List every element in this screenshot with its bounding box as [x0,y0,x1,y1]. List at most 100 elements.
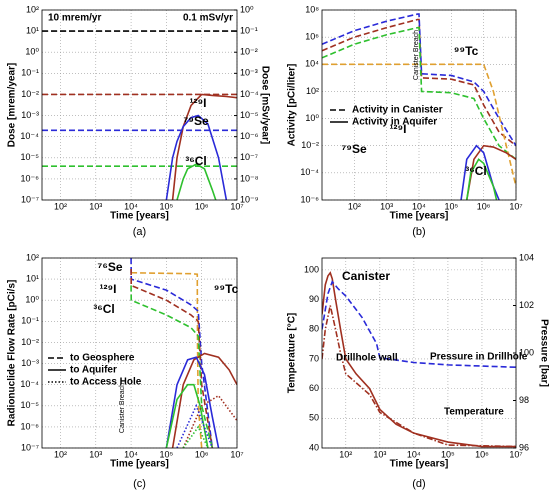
x-tick-label: 10⁴ [124,201,138,211]
annotation: 10 mrem/yr [48,13,101,24]
y2-tick-label: 10⁻¹ [240,25,258,35]
y2-tick-label: 10⁻⁴ [240,89,259,99]
y-tick-label: 10² [306,86,319,96]
series-line [182,394,237,448]
annotation: 0.1 mSv/yr [183,13,233,24]
y2-axis-title: Pressure [bar] [538,319,549,387]
x-tick-label: 10⁷ [509,201,522,211]
y-tick-label: 10⁻⁵ [21,400,40,410]
y-tick-label: 10⁻² [21,337,39,347]
x-tick-label: 10⁷ [509,449,522,459]
annotation: ¹²⁹I [189,96,206,110]
x-tick-label: 10⁴ [407,449,421,459]
x-tick-label: 10² [54,449,67,459]
annotation: ¹²⁹I [389,122,406,136]
y-tick-label: 80 [309,324,319,334]
legend-label: Activity in Aquifer [352,117,437,128]
y-tick-label: 90 [309,294,319,304]
panel: 10² 10³ 10⁴ 10⁵ 10⁶ 10⁷ 10⁻⁶ 10⁻⁴ 10⁻² 10⁰ 10² 10⁴ 1… [287,4,523,238]
y-axis-title: Activity [pCi/liter] [287,64,298,147]
annotation: ¹²⁹I [99,282,116,296]
series-line [131,271,203,448]
annotation: ⁹⁹Tc [454,44,479,58]
series-line [165,114,228,200]
x-tick-label: 10⁶ [477,201,491,211]
y-tick-label: 10¹ [26,273,39,283]
y-tick-label: 10⁻⁶ [301,194,320,204]
series-line [322,18,516,147]
y-tick-label: 10⁻⁴ [300,167,319,177]
legend-label: to Access Hole [70,377,142,388]
x-tick-label: 10² [339,449,352,459]
x-axis-title: Time [years] [390,211,449,222]
y-tick-label: 10⁻³ [21,358,39,368]
panel: 10² 10³ 10⁴ 10⁵ 10⁶ 10⁷ 40 50 60 70 80 90 100 96 98 100… [287,252,550,490]
y-axis-title: Radionuclide Flow Rate [pCi/s] [7,280,18,427]
x-tick-label: 10⁵ [441,449,455,459]
series-line [322,271,516,448]
y-tick-label: 10⁰ [25,295,39,305]
series-line [130,285,214,448]
series-line [182,425,209,448]
series-line [322,13,516,147]
y-tick-label: 10⁻⁵ [21,152,40,162]
x-tick-label: 10⁷ [230,201,243,211]
series-line [130,269,214,448]
plot-frame [41,257,238,449]
y-tick-label: 10⁻⁶ [21,173,40,183]
y-tick-label: 10⁰ [25,47,39,57]
lines [42,30,237,200]
y2-tick-label: 10⁻⁶ [240,131,259,141]
annotation: Temperature [444,407,504,418]
y2-tick-label: 10⁰ [240,4,254,14]
x-tick-label: 10⁷ [230,449,243,459]
x-tick-label: 10⁶ [195,449,209,459]
x-axis-title: Time [years] [110,459,169,470]
panel: 10² 10³ 10⁴ 10⁵ 10⁶ 10⁷ 10⁻⁷ 10⁻⁶ 10⁻⁵ 10⁻⁴ 10⁻³ 10… [7,4,271,238]
annotation: Canister Breach [413,30,420,80]
caption: (d) [412,478,425,490]
y-tick-label: 10⁻³ [21,110,39,120]
y-tick-label: 10⁻⁷ [21,442,39,452]
y-tick-label: 50 [309,413,319,423]
y2-tick-label: 104 [519,252,534,262]
y2-tick-label: 10⁻⁹ [240,194,259,204]
y-tick-label: 10⁴ [305,59,319,69]
annotation: Canister [342,269,390,283]
x-tick-label: 10³ [373,449,386,459]
y-tick-label: 10⁶ [305,32,319,42]
series-line [176,403,214,448]
annotation: ⁷⁶Se [97,260,122,274]
annotation: ³⁶Cl [465,164,487,178]
annotation: ⁹⁹Tc [214,282,239,296]
y-tick-label: 100 [304,264,319,274]
y2-tick-label: 100 [519,347,534,357]
y2-tick-label: 10⁻⁸ [240,173,259,183]
series-line [322,26,516,160]
x-tick-label: 10⁴ [412,201,426,211]
series-line [322,305,516,448]
y-tick-label: 70 [309,353,319,363]
x-tick-label: 10³ [89,449,102,459]
x-axis-title: Time [years] [110,211,169,222]
annotation: Pressure in Drillhole [430,352,528,363]
annotation: ⁷⁹Se [341,142,367,156]
x-tick-label: 10⁶ [475,449,489,459]
y-tick-label: 10⁻⁶ [21,421,40,431]
x-tick-label: 10⁵ [160,201,174,211]
lines [322,13,516,200]
y-tick-label: 10² [26,4,39,14]
y-tick-label: 40 [309,442,319,452]
series-line [171,93,237,200]
y2-tick-label: 10⁻³ [240,68,258,78]
series-line [465,144,516,200]
y-tick-label: 10⁸ [305,4,319,14]
series-line [465,158,498,200]
x-tick-label: 10⁵ [444,201,458,211]
y-tick-label: 10⁻¹ [21,68,39,78]
annotation: ⁷⁹Se [183,114,209,128]
plot-frame [321,257,517,449]
y2-tick-label: 10⁻⁵ [240,110,259,120]
x-axis-title: Time [years] [390,459,449,470]
y2-tick-label: 98 [519,395,529,405]
